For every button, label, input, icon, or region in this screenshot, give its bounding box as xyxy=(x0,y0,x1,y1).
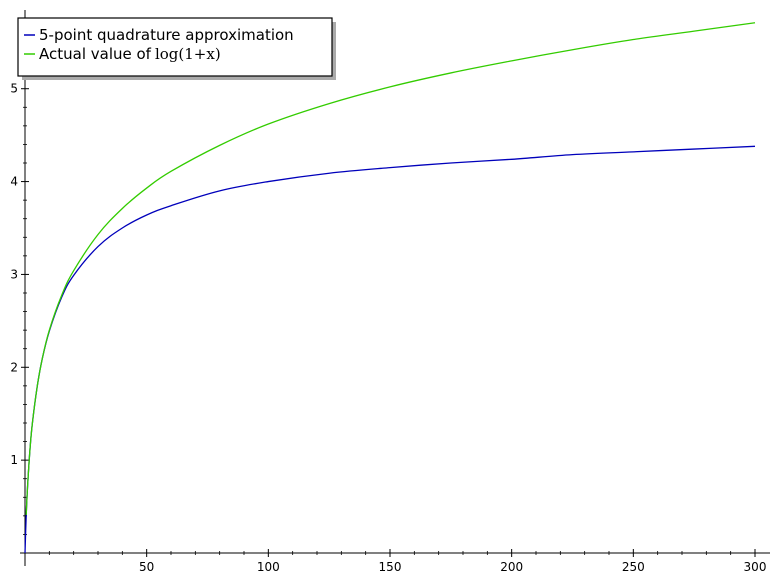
series-line-1 xyxy=(25,22,756,515)
x-tick-label: 200 xyxy=(500,560,523,574)
y-tick-label: 3 xyxy=(10,267,18,281)
x-tick-label: 100 xyxy=(257,560,280,574)
legend: 5-point quadrature approximation Actual … xyxy=(17,17,336,80)
y-tick-label: 5 xyxy=(10,82,18,96)
series-line-0 xyxy=(24,145,756,554)
legend-label-quadrature: 5-point quadrature approximation xyxy=(39,26,294,44)
x-tick-label: 50 xyxy=(139,560,154,574)
axes: 50 100 150 200 250 300 1 2 3 4 5 xyxy=(10,10,770,574)
x-tick-label: 150 xyxy=(379,560,402,574)
y-tick-label: 1 xyxy=(10,453,18,467)
y-tick-label: 2 xyxy=(10,360,18,374)
legend-label-actual-text: Actual value of xyxy=(39,45,152,63)
legend-label-actual-math: log(1+x) xyxy=(155,45,221,63)
legend-box xyxy=(17,17,333,77)
y-tick-label: 4 xyxy=(10,175,18,189)
legend-label-actual: Actual value of log(1+x) xyxy=(39,45,221,63)
x-tick-label: 300 xyxy=(744,560,767,574)
x-tick-label: 250 xyxy=(622,560,645,574)
series-layer xyxy=(24,22,756,554)
